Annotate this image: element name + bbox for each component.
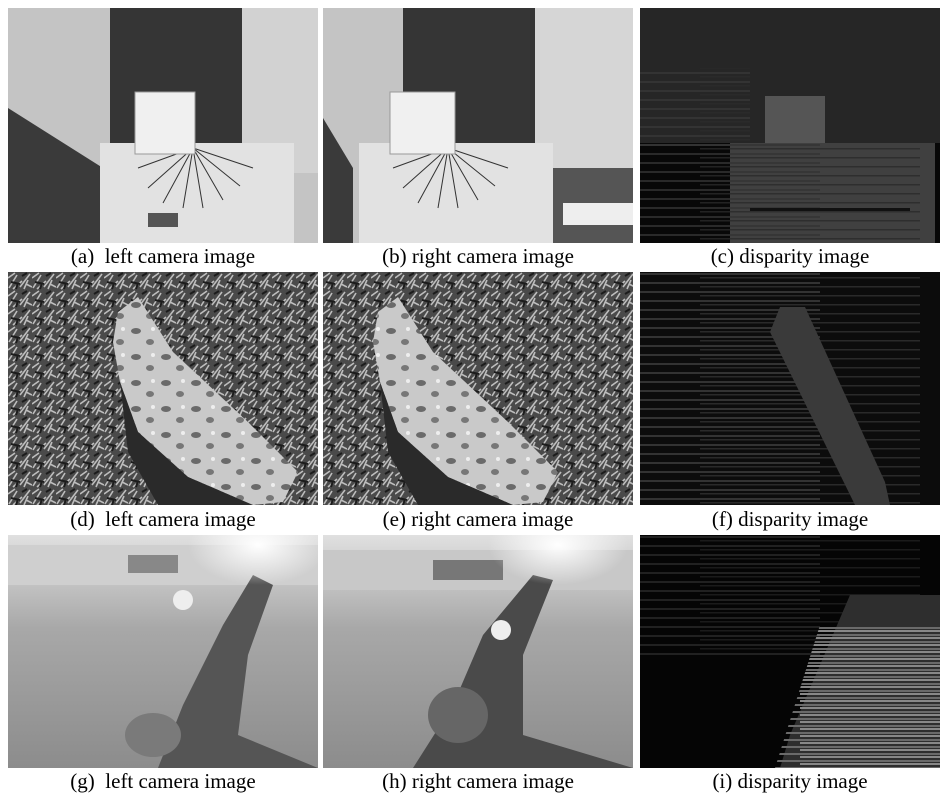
image-detail xyxy=(148,213,178,227)
caption: (f) disparity image xyxy=(712,507,868,531)
caption: (h) right camera image xyxy=(382,769,574,793)
caption: (g) left camera image xyxy=(70,769,255,793)
image-c xyxy=(640,8,940,243)
image-detail xyxy=(135,92,195,154)
image-e xyxy=(323,272,633,505)
image-detail xyxy=(100,143,294,243)
image-detail xyxy=(765,96,825,146)
image-i xyxy=(640,535,940,768)
image-detail xyxy=(750,208,910,211)
caption: (i) disparity image xyxy=(712,769,867,793)
image-detail xyxy=(173,590,193,610)
image-detail xyxy=(640,143,940,243)
image-detail xyxy=(128,555,178,573)
image-detail xyxy=(563,203,633,225)
image-detail xyxy=(491,620,511,640)
image-d xyxy=(8,272,318,505)
image-detail xyxy=(433,560,503,580)
image-a xyxy=(8,8,318,243)
image-detail xyxy=(390,92,455,154)
caption: (c) disparity image xyxy=(711,244,870,268)
image-detail xyxy=(640,272,940,505)
caption: (d) left camera image xyxy=(70,507,255,531)
image-detail xyxy=(125,713,181,757)
image-f xyxy=(640,272,940,505)
figure: (a) left camera image (b) right camera im… xyxy=(0,0,940,795)
caption: (e) right camera image xyxy=(383,507,574,531)
image-g xyxy=(8,505,328,768)
image-detail xyxy=(640,68,750,148)
image-h xyxy=(323,505,633,768)
image-b xyxy=(323,8,633,243)
caption: (b) right camera image xyxy=(382,244,574,268)
caption: (a) left camera image xyxy=(71,244,255,268)
image-detail xyxy=(428,687,488,743)
page: (a) left camera image (b) right camera im… xyxy=(0,0,940,795)
